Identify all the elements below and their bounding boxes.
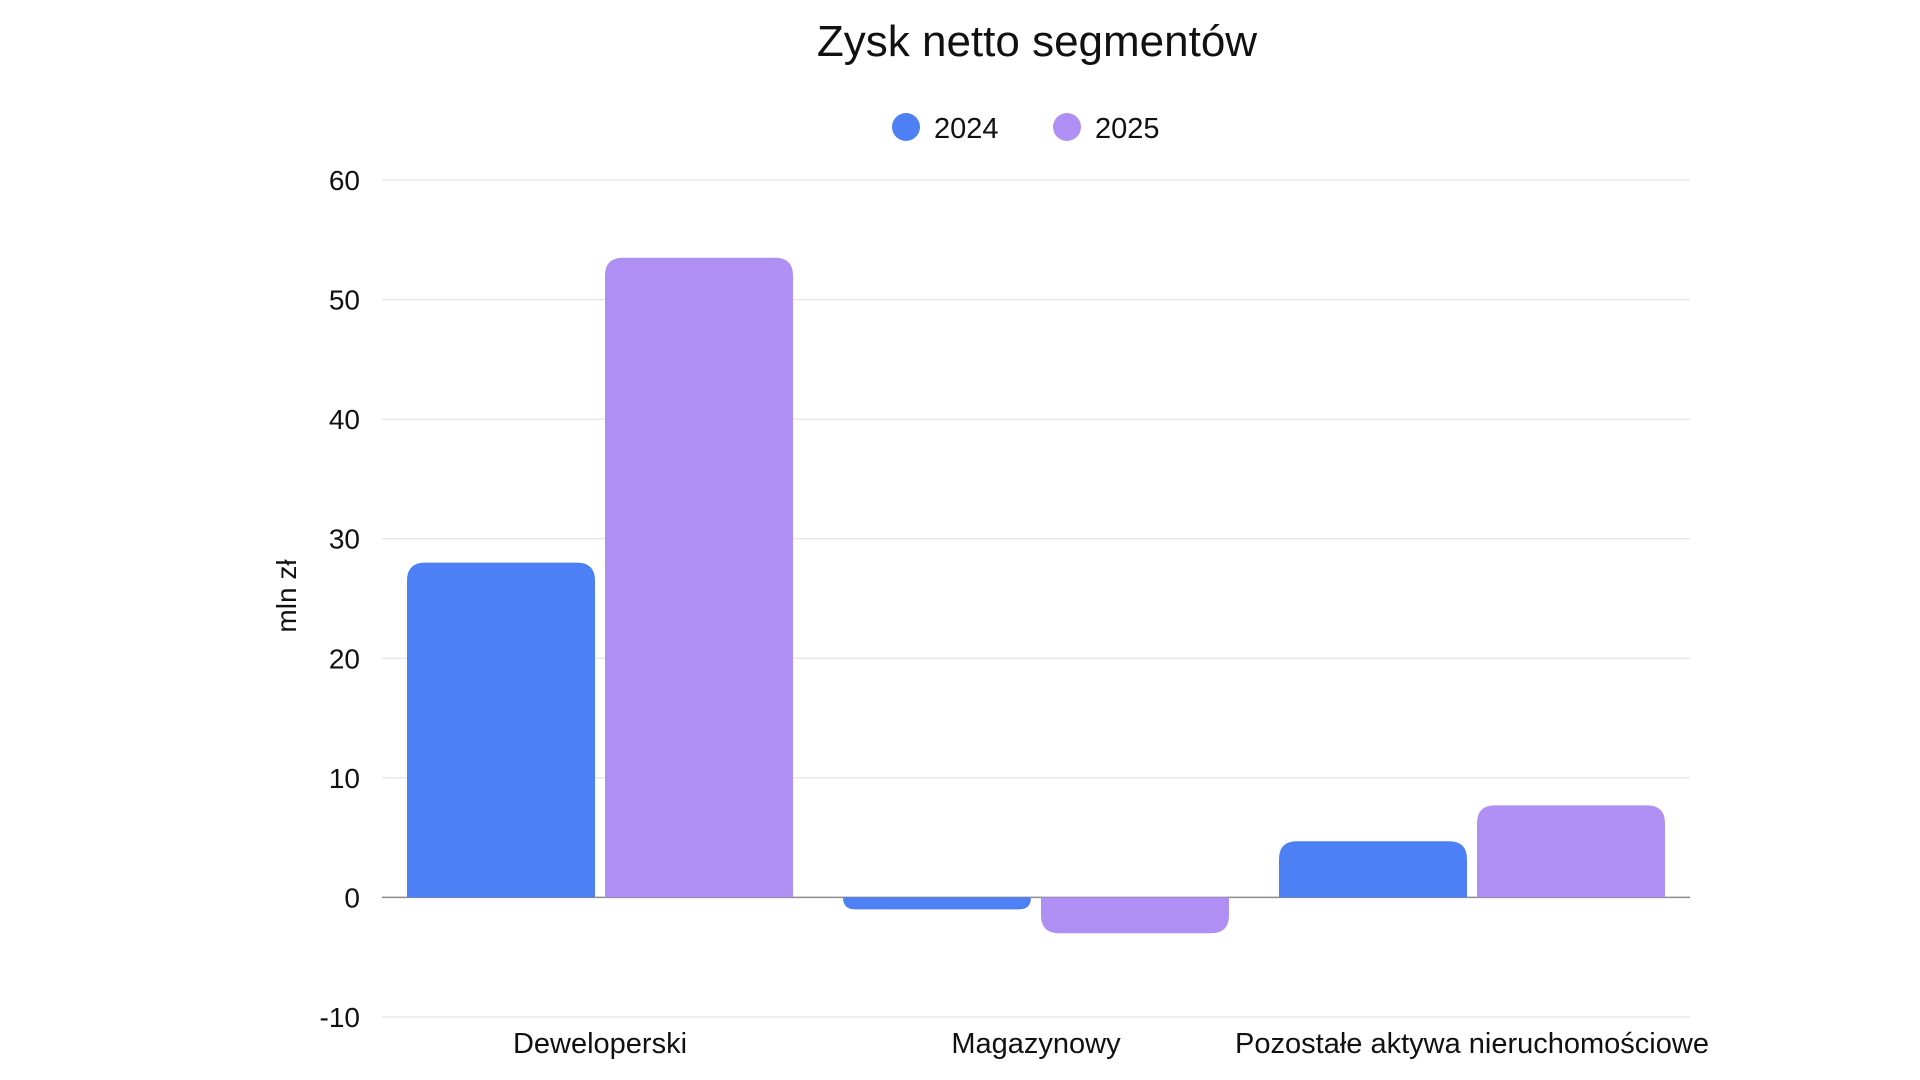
y-tick-label: 30 xyxy=(329,524,360,555)
legend: 2024 2025 xyxy=(892,113,1160,145)
y-axis-ticks: -10 0 10 20 30 40 50 60 xyxy=(320,165,360,1033)
legend-item-2025: 2025 xyxy=(1053,113,1160,145)
y-tick-label: 50 xyxy=(329,285,360,316)
bar-2025-3 xyxy=(1477,805,1665,898)
y-axis-label: mln zł xyxy=(271,559,302,633)
legend-swatch-2025 xyxy=(1053,113,1081,141)
legend-label-2025: 2025 xyxy=(1095,113,1160,145)
bars xyxy=(407,257,1665,934)
legend-label-2024: 2024 xyxy=(934,113,999,145)
legend-swatch-2024 xyxy=(892,113,920,141)
y-tick-label: 60 xyxy=(329,165,360,196)
y-tick-label: 10 xyxy=(329,763,360,794)
gridlines xyxy=(382,179,1690,1018)
legend-item-2024: 2024 xyxy=(892,113,999,145)
chart-title: Zysk netto segmentów xyxy=(817,17,1257,66)
y-tick-label: 40 xyxy=(329,404,360,435)
bar-2024-3 xyxy=(1279,841,1467,898)
x-category-label: Magazynowy xyxy=(951,1028,1121,1060)
y-tick-label: 20 xyxy=(329,643,360,674)
bar-2024-1 xyxy=(407,562,595,898)
x-category-label: Pozostałe aktywa nieruchomościowe xyxy=(1235,1028,1709,1060)
bar-2025-2 xyxy=(1041,897,1229,934)
bar-2025-1 xyxy=(605,257,793,898)
x-axis-labels: Deweloperski Magazynowy Pozostałe aktywa n… xyxy=(513,1028,1709,1060)
x-category-label: Deweloperski xyxy=(513,1028,687,1060)
y-tick-label: -10 xyxy=(320,1002,360,1033)
bar-2024-2 xyxy=(843,897,1031,910)
y-tick-label: 0 xyxy=(344,882,360,913)
